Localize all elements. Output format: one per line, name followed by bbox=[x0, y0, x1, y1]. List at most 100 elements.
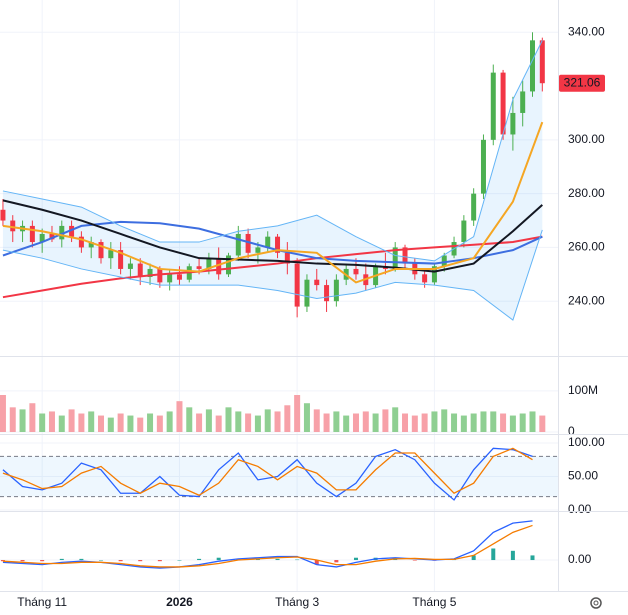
candle-body bbox=[314, 279, 320, 286]
volume-bar bbox=[58, 415, 65, 432]
volume-bar bbox=[156, 415, 163, 432]
volume-bar bbox=[441, 409, 448, 432]
y-tick-label: 340.00 bbox=[568, 24, 605, 38]
histogram-bar bbox=[0, 560, 5, 562]
candle-body bbox=[108, 250, 114, 259]
histogram-bar bbox=[471, 555, 476, 561]
volume-bar bbox=[323, 413, 330, 432]
histogram-bar bbox=[412, 560, 417, 561]
volume-bar bbox=[421, 413, 428, 432]
candle-body bbox=[265, 236, 271, 248]
last-price-tag bbox=[559, 74, 605, 92]
histogram-bar bbox=[197, 558, 202, 561]
settings-icon[interactable] bbox=[590, 597, 602, 609]
histogram-bar bbox=[157, 560, 162, 562]
volume-bar bbox=[48, 411, 55, 432]
volume-bar bbox=[431, 411, 438, 432]
histogram-bar bbox=[295, 559, 300, 561]
candle-body bbox=[137, 263, 143, 278]
candle-body bbox=[275, 236, 281, 253]
candle-body bbox=[392, 247, 398, 269]
histogram-bar bbox=[177, 560, 182, 561]
volume-bar bbox=[480, 411, 487, 432]
volume-bar bbox=[186, 407, 193, 432]
y-tick-label: 280.00 bbox=[568, 186, 605, 200]
volume-bar bbox=[78, 413, 85, 432]
candle-body bbox=[196, 266, 202, 269]
volume-bar bbox=[274, 411, 281, 432]
y-tick-label: 0.00 bbox=[568, 552, 592, 566]
candle-body bbox=[206, 258, 212, 269]
volume-bar bbox=[235, 411, 242, 432]
volume-bar bbox=[303, 403, 310, 432]
volume-bar bbox=[127, 415, 134, 432]
y-tick-label: 50.00 bbox=[568, 469, 598, 483]
candle-body bbox=[461, 220, 467, 243]
candle-body bbox=[59, 225, 65, 240]
candle-body bbox=[225, 255, 231, 275]
histogram-bar bbox=[510, 550, 515, 561]
candle-body bbox=[500, 72, 506, 135]
candle-body bbox=[0, 209, 6, 221]
candle-body bbox=[304, 279, 310, 307]
volume-bar bbox=[490, 411, 497, 432]
level-band bbox=[0, 456, 558, 497]
candle-body bbox=[39, 233, 45, 243]
volume-bar bbox=[372, 413, 379, 432]
candle-body bbox=[49, 233, 55, 240]
candle-body bbox=[147, 268, 153, 278]
volume-bar bbox=[39, 413, 46, 432]
volume-bar bbox=[98, 415, 105, 432]
indicator-line bbox=[2, 524, 533, 568]
volume-bar bbox=[352, 413, 359, 432]
candle-body bbox=[353, 268, 359, 275]
y-tick-label: 100.00 bbox=[568, 435, 605, 449]
indicator-line bbox=[2, 121, 544, 284]
candle-body bbox=[422, 274, 428, 283]
y-tick-label: 100M bbox=[568, 383, 598, 397]
candle-body bbox=[441, 255, 447, 267]
y-tick-label: 0 bbox=[568, 424, 575, 438]
volume-bar bbox=[215, 415, 222, 432]
last-price-label: 321.06 bbox=[564, 75, 601, 89]
volume-bar bbox=[196, 413, 203, 432]
candle-body bbox=[157, 268, 163, 283]
y-tick-label: 0.00 bbox=[568, 502, 592, 516]
volume-bar bbox=[0, 395, 6, 432]
candle-body bbox=[216, 258, 222, 275]
indicator-line bbox=[2, 199, 543, 273]
candle-body bbox=[255, 247, 261, 253]
x-tick-label: 2026 bbox=[166, 595, 193, 609]
candle-body bbox=[98, 242, 104, 259]
candle-body bbox=[127, 263, 133, 269]
volume-bar bbox=[333, 411, 340, 432]
candle-body bbox=[245, 233, 251, 253]
volume-bar bbox=[68, 409, 75, 432]
histogram-bar bbox=[530, 555, 535, 561]
candle-body bbox=[530, 40, 536, 92]
y-tick-label: 300.00 bbox=[568, 132, 605, 146]
indicator-line bbox=[2, 229, 543, 321]
candle-body bbox=[471, 193, 477, 221]
candle-body bbox=[402, 247, 408, 264]
volume-bar bbox=[539, 415, 546, 432]
volume-bar bbox=[392, 407, 399, 432]
volume-bar bbox=[470, 413, 477, 432]
indicator-line bbox=[2, 520, 533, 569]
y-tick-label: 260.00 bbox=[568, 240, 605, 254]
volume-bar bbox=[382, 409, 389, 432]
volume-bar bbox=[147, 413, 154, 432]
volume-bar bbox=[460, 415, 467, 432]
volume-bar bbox=[343, 415, 350, 432]
volume-bar bbox=[176, 401, 183, 432]
candle-body bbox=[294, 263, 300, 307]
indicator-line bbox=[2, 447, 533, 501]
candle-body bbox=[88, 242, 94, 248]
candle-body bbox=[431, 266, 437, 283]
indicator-line bbox=[2, 40, 543, 262]
volume-bar bbox=[294, 395, 301, 432]
candle-body bbox=[284, 252, 290, 264]
histogram-bar bbox=[20, 560, 25, 562]
candle-body bbox=[510, 112, 516, 135]
histogram-bar bbox=[491, 548, 496, 561]
